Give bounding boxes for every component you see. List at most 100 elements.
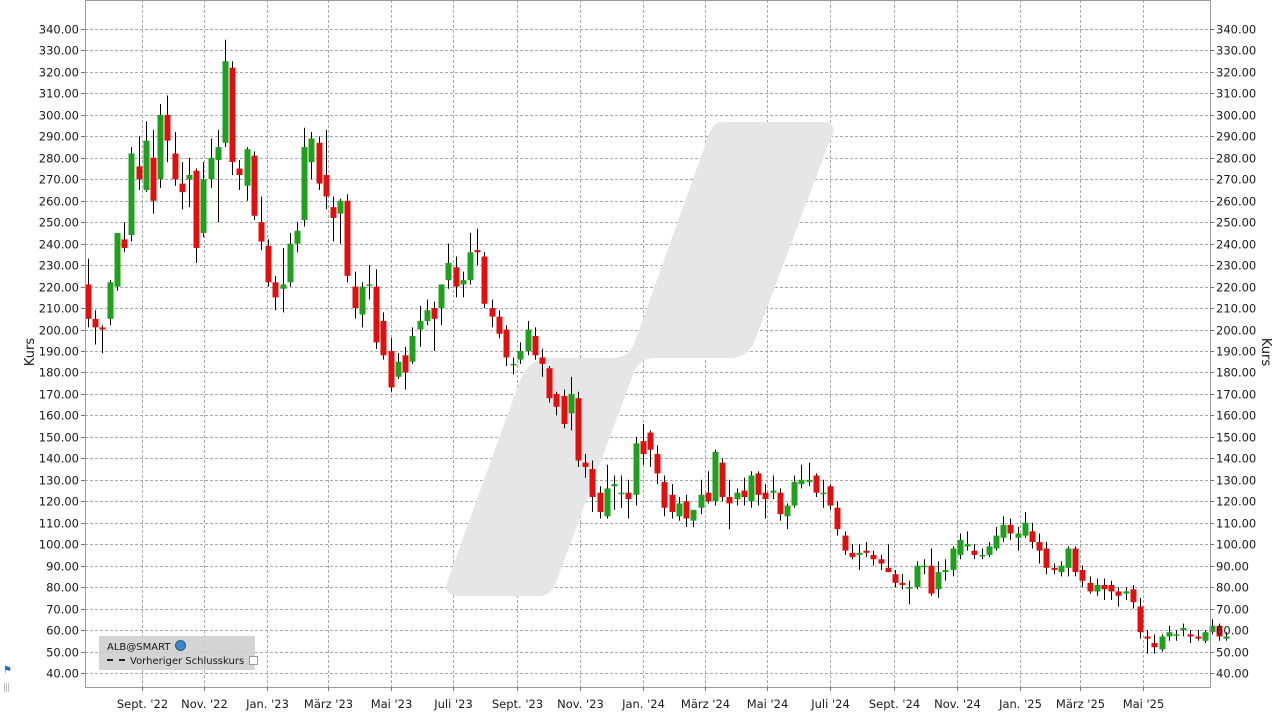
candle-body-down (474, 250, 481, 253)
y-tick-label-left: 200.00 (39, 324, 79, 338)
candle-body-up (712, 451, 719, 502)
candle-body-up (618, 492, 625, 495)
candle (532, 327, 539, 360)
candle-body-down (762, 492, 769, 500)
y-tick-label-right: 220.00 (1216, 281, 1256, 295)
candles (85, 39, 1230, 654)
candle (698, 479, 705, 515)
candle (892, 569, 899, 588)
candle (1007, 518, 1014, 540)
candle-body-up (294, 230, 301, 244)
y-tick-label-right: 340.00 (1216, 23, 1256, 37)
candle-body-down (402, 355, 409, 373)
globe-icon[interactable] (175, 640, 187, 651)
candle (625, 479, 632, 519)
chart-tool-icon[interactable]: ⚑ (3, 665, 12, 676)
candle-body-up (114, 232, 121, 287)
candle-body-up (942, 569, 949, 573)
candle-body-down (892, 574, 899, 583)
candle (942, 559, 949, 581)
y-tick-label-left: 60.00 (46, 624, 79, 638)
resize-grip-icon[interactable]: ||| (3, 683, 10, 693)
candle-body-up (200, 179, 207, 233)
candle-body-down (878, 559, 885, 564)
x-tick-label: Juli '23 (433, 697, 473, 711)
y-tick-label-right: 110.00 (1216, 517, 1256, 531)
y-tick-label-right: 70.00 (1216, 603, 1249, 617)
candle-body-up (208, 157, 215, 180)
candle (1065, 546, 1072, 577)
candle (979, 548, 986, 560)
candle-body-down (1072, 548, 1079, 573)
candle-body-up (856, 552, 863, 555)
y-tick-label-right: 310.00 (1216, 87, 1256, 101)
y-tick-label-right: 60.00 (1216, 624, 1249, 638)
checkbox-icon[interactable] (249, 656, 259, 665)
candle (935, 561, 942, 598)
legend-entry-series[interactable]: ALB@SMART (107, 640, 187, 653)
y-tick-label-left: 320.00 (39, 66, 79, 80)
y-tick-label-left: 210.00 (39, 302, 79, 316)
y-tick-label-right: 180.00 (1216, 366, 1256, 380)
candle (388, 338, 395, 392)
candle (1101, 578, 1108, 601)
candle (172, 132, 179, 186)
candle-body-down (726, 496, 733, 504)
candle (863, 542, 870, 558)
candle-body-down (229, 67, 236, 163)
candle-body-up (734, 492, 741, 500)
candle (827, 484, 834, 510)
candle-body-down (265, 245, 272, 283)
candle-body-up (445, 262, 452, 281)
candle (1216, 623, 1223, 641)
candle-body-up (395, 361, 402, 377)
candle (157, 104, 164, 188)
candle-body-up (921, 565, 928, 568)
candle-body-down (625, 492, 632, 500)
candle (1202, 630, 1209, 643)
candle (1000, 516, 1007, 543)
candle-body-up (1166, 632, 1173, 637)
candle-body-down (539, 357, 546, 364)
candle-body-up (460, 280, 467, 285)
y-tick-label-left: 80.00 (46, 581, 79, 595)
candle-body-up (1058, 565, 1065, 573)
candle-body-down (899, 582, 906, 585)
candle (755, 471, 762, 506)
candle-body-down (1043, 548, 1050, 568)
candle (402, 346, 409, 390)
candle (950, 546, 957, 577)
candle (114, 232, 121, 291)
candle-body-down (597, 492, 604, 512)
candle (928, 548, 935, 596)
x-tick-label: Jan. '25 (998, 697, 1042, 711)
candle-body-up (806, 479, 813, 482)
candle (1079, 565, 1086, 588)
candle (150, 129, 157, 214)
candle-body-up (1173, 634, 1180, 636)
legend-entry-prev-close[interactable]: Vorheriger Schlusskurs (107, 656, 259, 667)
candle (661, 475, 668, 517)
x-tick-label: Sept. '24 (869, 697, 920, 711)
candle (589, 460, 596, 512)
candle (85, 258, 92, 328)
candle (1072, 546, 1079, 577)
y-tick-label-left: 110.00 (39, 517, 79, 531)
candle-body-down (1195, 636, 1202, 639)
y-tick-label-left: 270.00 (39, 173, 79, 187)
candle (813, 473, 820, 497)
candle-body-down (827, 486, 834, 506)
candle (993, 527, 1000, 551)
y-tick-label-right: 320.00 (1216, 66, 1256, 80)
candle (690, 509, 697, 528)
candle (395, 353, 402, 379)
y-tick-label-left: 290.00 (39, 130, 79, 144)
candle-body-up (914, 565, 921, 588)
candle-body-down (453, 267, 460, 287)
candle-body-down (561, 396, 568, 424)
candle (762, 484, 769, 519)
candle (1108, 580, 1115, 601)
candle-body-up (366, 284, 373, 286)
x-tick-label: Sept. '22 (117, 697, 168, 711)
candle (611, 475, 618, 510)
